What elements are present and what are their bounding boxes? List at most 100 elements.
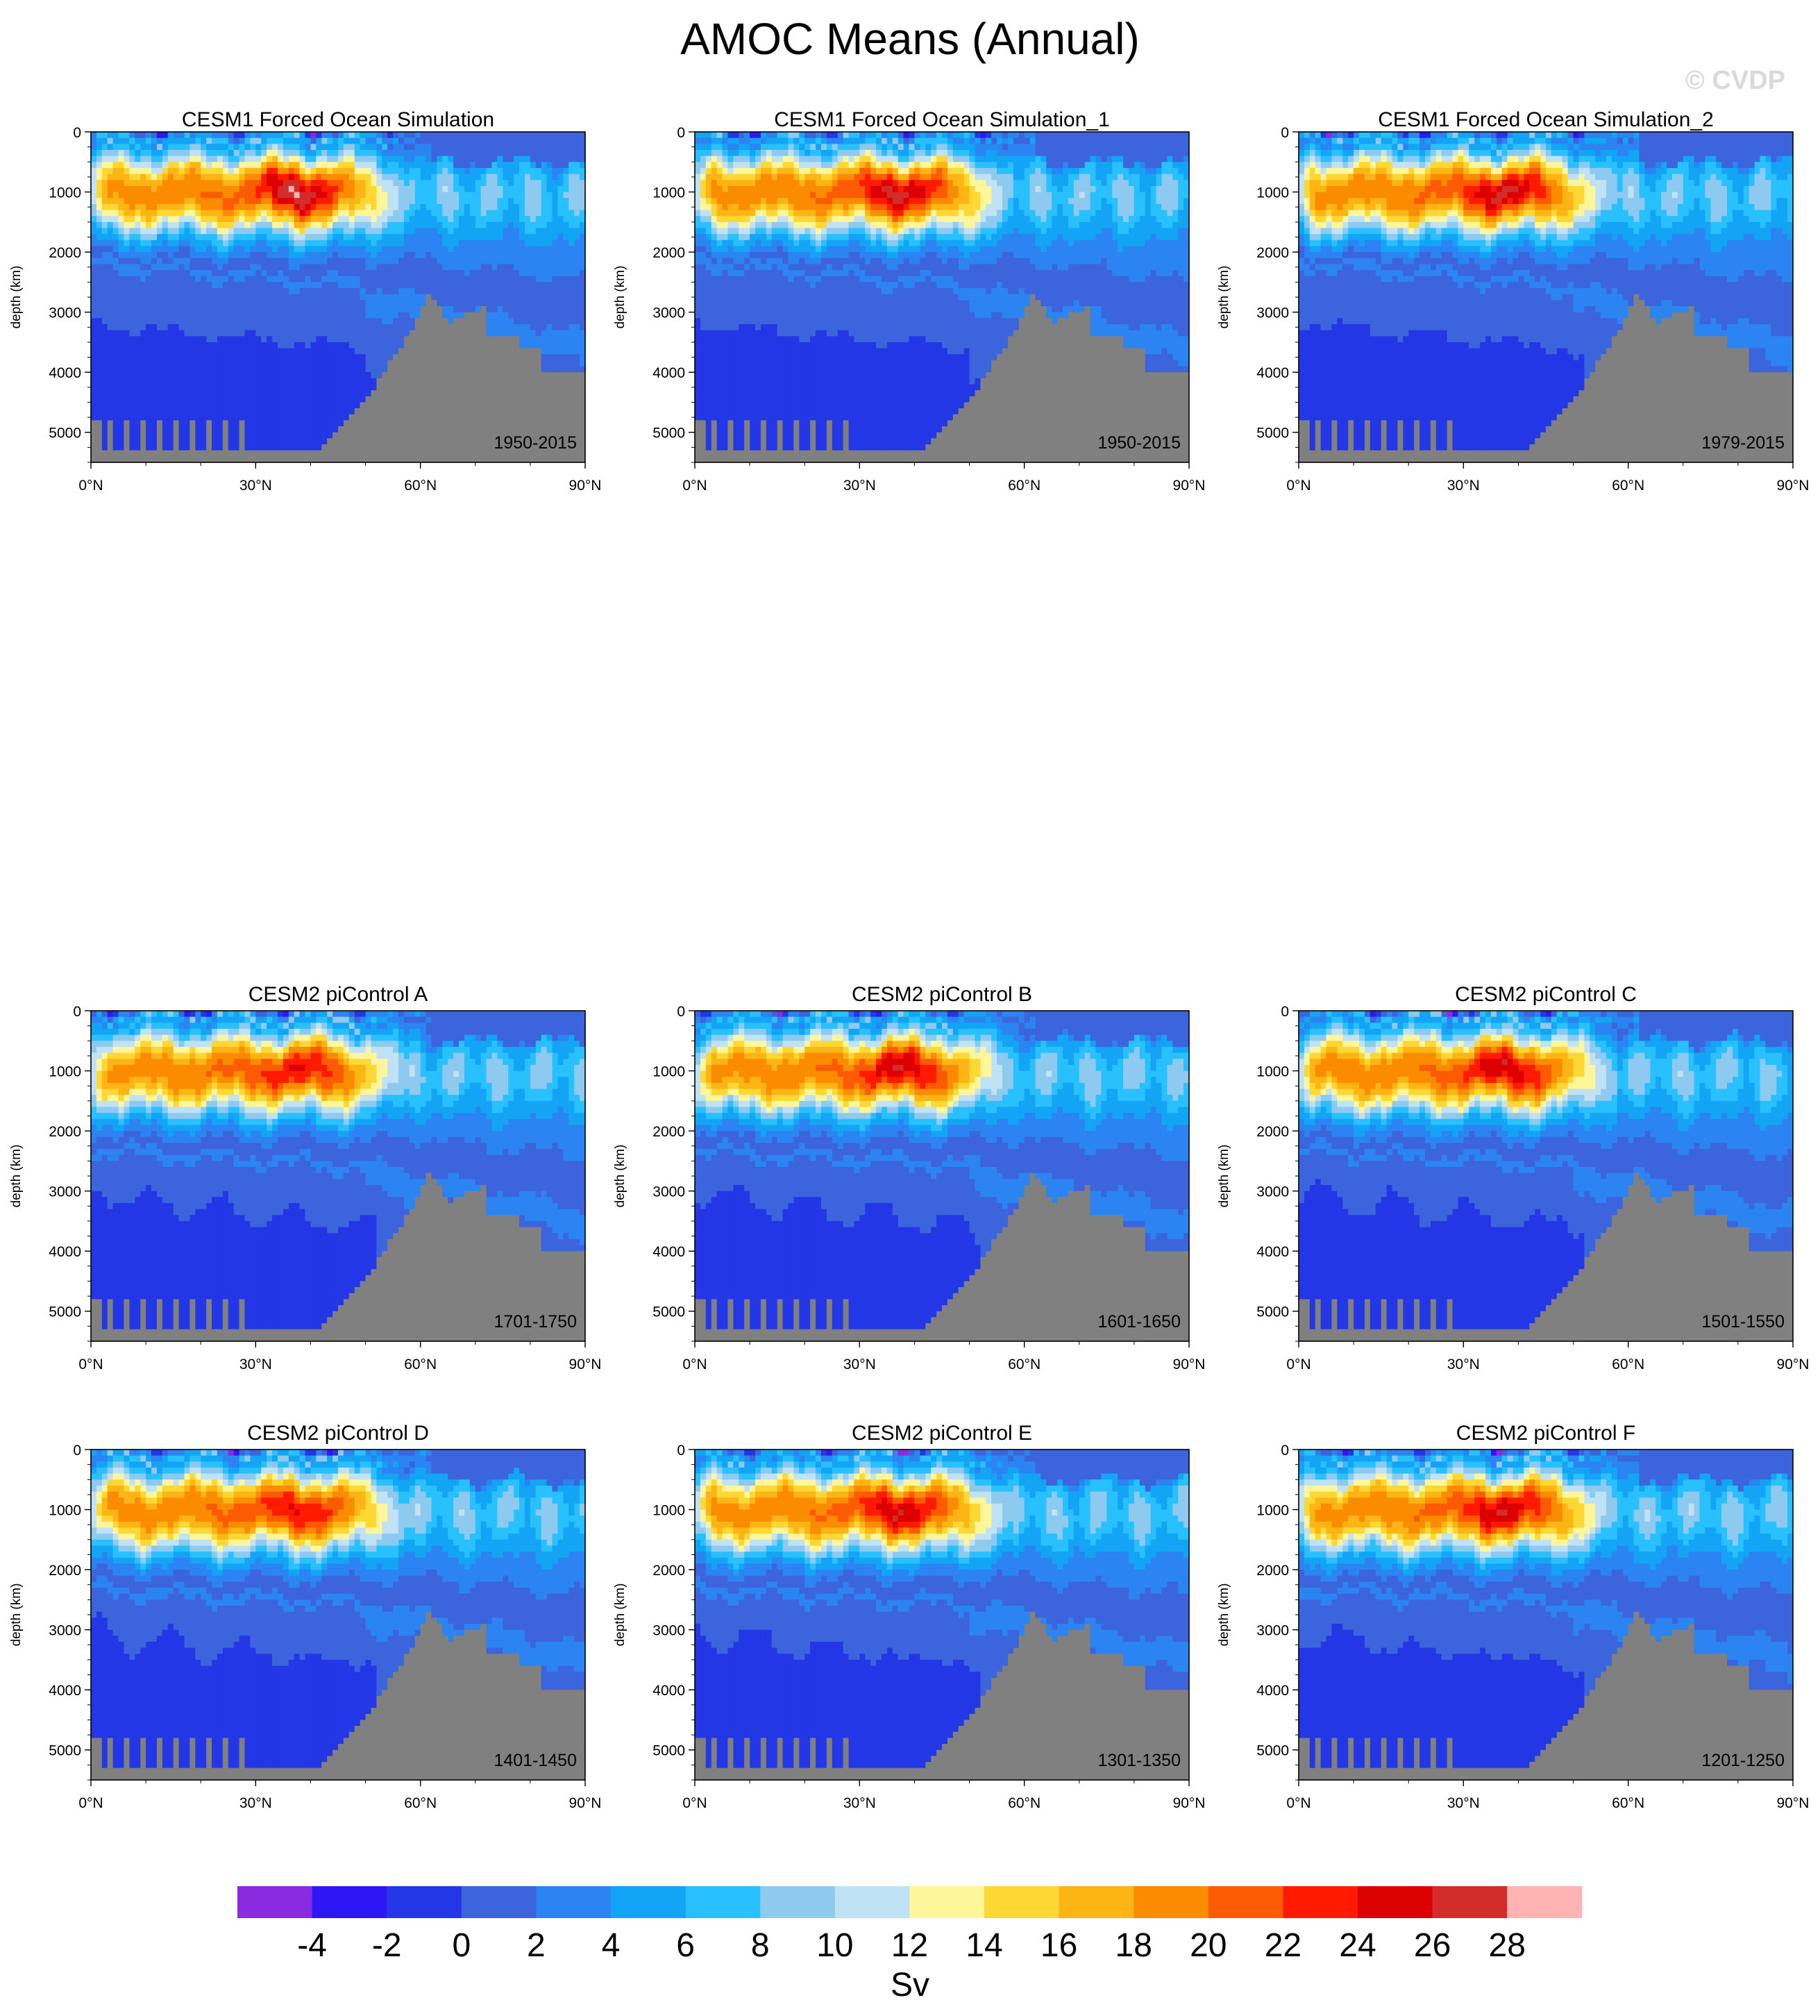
contour-cell <box>1497 246 1503 258</box>
contour-cell <box>1453 162 1459 168</box>
contour-cell <box>1046 192 1052 211</box>
contour-cell <box>1376 336 1382 451</box>
contour-cell <box>1568 192 1574 211</box>
contour-cell <box>1634 252 1640 271</box>
contour-cell <box>1040 270 1047 307</box>
contour-cell <box>129 1017 135 1023</box>
contour-cell <box>1557 222 1563 228</box>
contour-cell <box>1782 367 1788 373</box>
contour-cell <box>102 264 108 324</box>
contour-cell <box>1348 132 1354 138</box>
contour-cell <box>1370 228 1376 234</box>
contour-cell <box>986 174 992 187</box>
contour-cell <box>212 192 218 199</box>
contour-cell <box>1431 162 1437 168</box>
contour-cell <box>140 168 146 174</box>
contour-cell <box>321 210 328 217</box>
contour-cell <box>459 240 465 271</box>
contour-cell <box>212 168 218 174</box>
contour-cell <box>783 162 789 168</box>
contour-cell <box>727 258 734 264</box>
contour-cell <box>975 252 981 264</box>
contour-cell <box>1431 240 1437 246</box>
contour-cell <box>1365 240 1371 253</box>
contour-cell <box>1705 222 1711 241</box>
contour-cell <box>1551 156 1558 162</box>
contour-cell <box>135 1107 141 1113</box>
contour-cell <box>970 174 976 187</box>
contour-cell <box>1118 216 1124 235</box>
contour-cell <box>1414 138 1420 144</box>
contour-cell <box>1342 138 1349 144</box>
contour-cell <box>723 192 729 211</box>
contour-cell <box>1595 228 1601 234</box>
contour-cell <box>750 162 756 168</box>
contour-cell <box>305 210 312 217</box>
contour-cell <box>96 156 103 162</box>
contour-cell <box>1337 162 1343 168</box>
contour-cell <box>1046 270 1052 307</box>
contour-cell <box>184 156 190 162</box>
contour-cell <box>711 276 718 330</box>
contour-cell <box>1524 348 1530 451</box>
contour-cell <box>1524 270 1530 283</box>
contour-cell <box>113 216 119 222</box>
contour-cell <box>431 162 437 174</box>
contour-cell <box>1672 198 1678 217</box>
contour-cell <box>1008 174 1014 199</box>
contour-cell <box>91 1155 97 1161</box>
contour-cell <box>250 451 256 463</box>
contour-cell <box>1167 354 1173 373</box>
contour-cell <box>168 210 174 217</box>
contour-cell <box>1574 186 1580 210</box>
contour-cell <box>481 168 487 174</box>
contour-cell <box>804 240 811 253</box>
contour-cell <box>717 168 723 174</box>
contour-cell <box>1667 300 1673 319</box>
contour-cell <box>1425 144 1431 150</box>
contour-cell <box>332 210 339 217</box>
contour-cell <box>1518 198 1524 204</box>
contour-cell <box>344 216 350 222</box>
contour-cell <box>859 204 866 210</box>
contour-cell <box>821 240 827 246</box>
contour-cell <box>1392 168 1398 174</box>
contour-cell <box>245 252 251 258</box>
contour-cell <box>349 228 355 234</box>
contour-cell <box>925 270 932 276</box>
contour-cell <box>695 144 701 150</box>
contour-cell <box>772 228 778 234</box>
contour-cell <box>1342 144 1349 150</box>
contour-cell <box>206 192 212 199</box>
contour-cell <box>810 150 816 156</box>
contour-cell <box>1030 174 1036 211</box>
contour-cell <box>151 132 158 138</box>
contour-cell <box>96 1047 103 1059</box>
contour-cell <box>217 276 224 289</box>
contour-cell <box>1628 216 1635 228</box>
contour-cell <box>1123 180 1129 222</box>
contour-cell <box>1299 174 1305 205</box>
contour-cell <box>1408 144 1415 150</box>
contour-cell <box>723 138 729 144</box>
contour-cell <box>146 180 152 186</box>
contour-cell <box>838 150 844 156</box>
contour-cell <box>321 156 328 162</box>
contour-cell <box>189 336 196 421</box>
contour-cell <box>146 150 152 156</box>
contour-cell <box>289 270 295 283</box>
contour-cell <box>1161 276 1168 325</box>
contour-cell <box>1167 276 1173 325</box>
contour-cell <box>294 174 301 180</box>
y-tick-label: 1000 <box>1256 185 1289 201</box>
contour-cell <box>448 306 454 325</box>
contour-cell <box>124 168 130 174</box>
contour-cell <box>1002 210 1009 223</box>
contour-cell <box>887 204 893 210</box>
contour-cell <box>936 240 943 246</box>
contour-cell <box>1403 150 1409 156</box>
contour-cell <box>1140 162 1146 168</box>
contour-cell <box>893 252 899 258</box>
contour-cell <box>882 132 888 138</box>
contour-cell <box>1590 228 1596 234</box>
